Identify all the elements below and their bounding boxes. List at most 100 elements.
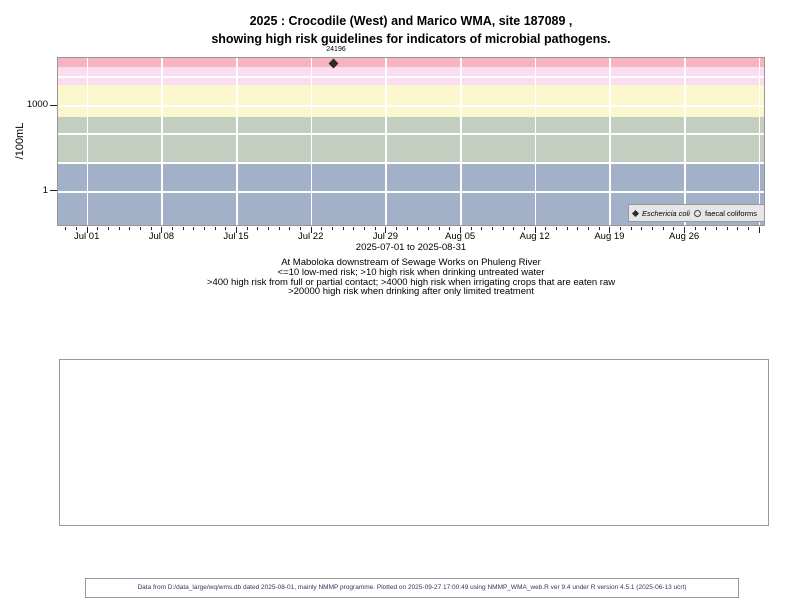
x-tick-label: Aug 12 xyxy=(519,231,550,242)
filled-diamond-icon xyxy=(631,209,640,217)
x-tick-label: Jul 08 xyxy=(148,231,175,242)
x-tick-label: Jul 15 xyxy=(223,231,249,242)
gridline-h xyxy=(57,191,765,193)
x-tick-minor xyxy=(694,227,696,230)
empty-plot-panel xyxy=(59,359,769,526)
x-tick-major xyxy=(460,227,462,233)
x-tick-minor xyxy=(193,227,195,230)
x-tick-minor xyxy=(300,227,302,230)
x-tick-minor xyxy=(588,227,590,230)
x-tick-minor xyxy=(577,227,579,230)
x-tick-minor xyxy=(332,227,334,230)
x-tick-label: Aug 26 xyxy=(669,231,700,242)
legend: Eschericia coli faecal coliforms xyxy=(628,204,765,222)
x-tick-minor xyxy=(76,227,78,230)
gridline-h xyxy=(57,105,765,107)
x-tick-label: Aug 19 xyxy=(594,231,625,242)
x-tick-minor xyxy=(716,227,718,230)
x-tick-minor xyxy=(150,227,152,230)
x-tick-minor xyxy=(748,227,750,230)
risk-band-10-400 xyxy=(57,117,765,162)
x-tick-minor xyxy=(289,227,291,230)
open-circle-icon xyxy=(693,209,701,217)
risk-band-400-4000 xyxy=(57,85,765,117)
x-tick-minor xyxy=(470,227,472,230)
gridline-v xyxy=(385,57,387,226)
x-tick-major xyxy=(385,227,387,233)
x-tick-minor xyxy=(556,227,558,230)
gridline-v xyxy=(310,57,313,226)
x-tick-minor xyxy=(598,227,600,230)
x-tick-minor xyxy=(545,227,547,230)
x-tick-minor xyxy=(268,227,270,230)
x-tick-label: Jul 29 xyxy=(372,231,399,242)
x-tick-minor xyxy=(620,227,622,230)
data-point-value-label: 24196 xyxy=(326,46,346,53)
x-tick-minor xyxy=(652,227,654,230)
caption-risk-drinking: <=10 low-med risk; >10 high risk when dr… xyxy=(277,267,545,278)
y-tick-label-1: 1 xyxy=(42,185,48,196)
x-tick-minor xyxy=(396,227,398,230)
x-tick-minor xyxy=(65,227,67,230)
x-axis-label: 2025-07-01 to 2025-08-31 xyxy=(355,242,467,253)
caption-risk-limited-treatment: >20000 high risk when drinking after onl… xyxy=(288,286,534,297)
x-tick-minor xyxy=(321,227,323,230)
x-tick-major xyxy=(86,227,88,233)
x-tick-minor xyxy=(204,227,206,230)
x-axis-ticks xyxy=(57,227,765,235)
y-tick-label-1000: 1000 xyxy=(26,99,48,110)
gridline-v xyxy=(236,57,238,226)
x-tick-minor xyxy=(524,227,526,230)
x-tick-major xyxy=(534,227,536,233)
risk-band-gt20000 xyxy=(57,57,765,67)
x-tick-minor xyxy=(129,227,131,230)
x-tick-label: Jul 22 xyxy=(298,231,324,242)
x-tick-minor xyxy=(641,227,643,230)
y-tick-mark xyxy=(50,190,57,191)
gridline-h xyxy=(57,162,765,164)
x-tick-major xyxy=(684,227,686,233)
x-tick-major xyxy=(310,227,312,233)
y-tick-mark xyxy=(50,105,57,106)
legend-label-faecal-coliforms: faecal coliforms xyxy=(704,208,758,218)
x-tick-label: Jul 01 xyxy=(74,231,100,242)
x-tick-minor xyxy=(97,227,99,230)
footer-box: Data from D:/data_large/wq/wms.db dated … xyxy=(85,578,739,598)
caption-risk-contact-irrigation: >400 high risk from full or partial cont… xyxy=(206,276,616,288)
gridline-h xyxy=(57,133,765,135)
x-tick-minor xyxy=(726,227,728,230)
x-tick-minor xyxy=(662,227,664,230)
footer-text: Data from D:/data_large/wq/wms.db dated … xyxy=(137,584,687,591)
x-tick-minor xyxy=(406,227,408,230)
caption-site: At Maboloka downstream of Sewage Works o… xyxy=(281,257,541,268)
legend-label-ecoli: Eschericia coli xyxy=(642,208,690,218)
x-tick-label: Aug 05 xyxy=(445,231,476,242)
x-tick-minor xyxy=(566,227,568,230)
x-tick-minor xyxy=(630,227,632,230)
gridline-v xyxy=(684,57,686,226)
gridline-h xyxy=(57,76,765,78)
x-tick-minor xyxy=(182,227,184,230)
x-tick-minor xyxy=(140,227,142,230)
x-tick-minor xyxy=(737,227,739,230)
x-tick-minor xyxy=(502,227,504,230)
gridline-v xyxy=(758,57,761,226)
x-tick-minor xyxy=(374,227,376,230)
x-tick-major xyxy=(236,227,238,233)
x-tick-minor xyxy=(705,227,707,230)
x-tick-minor xyxy=(278,227,280,230)
x-tick-minor xyxy=(492,227,494,230)
x-tick-major xyxy=(161,227,163,233)
chart-title-line1: 2025 : Crocodile (West) and Marico WMA, … xyxy=(249,14,573,28)
x-tick-major xyxy=(609,227,611,233)
x-tick-minor xyxy=(257,227,259,230)
x-tick-minor xyxy=(118,227,120,230)
x-tick-minor xyxy=(428,227,430,230)
x-tick-minor xyxy=(513,227,515,230)
chart-title-line2: showing high risk guidelines for indicat… xyxy=(211,32,611,46)
x-tick-minor xyxy=(225,227,227,230)
plot-area xyxy=(57,57,765,226)
x-tick-minor xyxy=(108,227,110,230)
x-tick-minor xyxy=(364,227,366,230)
